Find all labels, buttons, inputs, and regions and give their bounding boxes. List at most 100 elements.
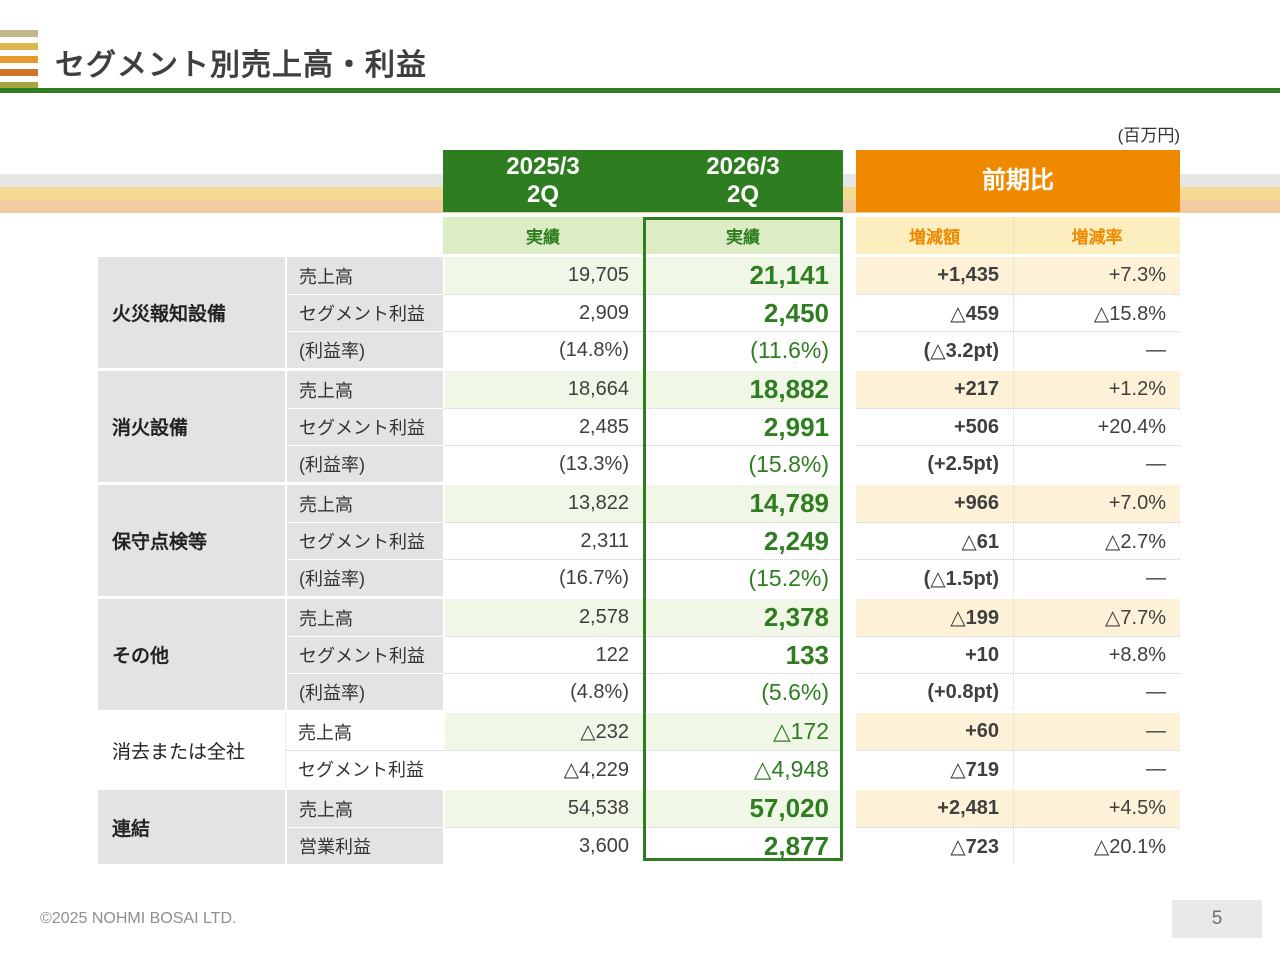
metric-label: 売上高 [285, 485, 443, 522]
metric-label: セグメント利益 [285, 636, 443, 673]
change-amount-value: (+2.5pt) [856, 445, 1013, 482]
current-period-value: 2,378 [643, 599, 843, 636]
metric-label: 売上高 [285, 599, 443, 636]
subheader-prev-actual: 実績 [443, 217, 643, 254]
change-rate-value: +4.5% [1013, 790, 1180, 827]
change-amount-value: +2,481 [856, 790, 1013, 827]
metric-label: 売上高 [285, 713, 443, 750]
change-amount-value: △719 [856, 750, 1013, 787]
segment-group: 連結 売上高 54,538 57,020 +2,481 +4.5% 営業利益 3,600 2,8… [98, 790, 1180, 864]
page-number: 5 [1172, 900, 1262, 938]
change-amount-value: (△1.5pt) [856, 559, 1013, 596]
change-rate-value: — [1013, 713, 1180, 750]
change-amount-value: △199 [856, 599, 1013, 636]
prev-period-value: 2,311 [443, 522, 643, 559]
copyright-text: ©2025 NOHMI BOSAI LTD. [40, 910, 237, 927]
segment-table: 2025/3 2Q 2026/3 2Q 前期比 実績 実績 増減額 増減率 火災… [98, 150, 1180, 867]
current-period-value: 57,020 [643, 790, 843, 827]
prev-period-value: △4,229 [443, 750, 643, 787]
prev-period-value: 2,485 [443, 408, 643, 445]
logo-stripe-bar [0, 43, 38, 50]
change-rate-value: △15.8% [1013, 294, 1180, 331]
prev-period-value: 54,538 [443, 790, 643, 827]
current-period-value: 21,141 [643, 257, 843, 294]
metric-label: (利益率) [285, 673, 443, 710]
segment-name: その他 [98, 599, 285, 710]
segment-group: 火災報知設備 売上高 19,705 21,141 +1,435 +7.3% セグメント利益 2… [98, 257, 1180, 368]
current-period-value: (11.6%) [643, 331, 843, 368]
current-period-value: (15.2%) [643, 559, 843, 596]
change-rate-value: — [1013, 331, 1180, 368]
change-amount-value: +60 [856, 713, 1013, 750]
current-period-quarter: 2Q [726, 181, 759, 208]
metric-label: 売上高 [285, 257, 443, 294]
metric-label: 売上高 [285, 790, 443, 827]
prev-period-value: (14.8%) [443, 331, 643, 368]
change-amount-value: +10 [856, 636, 1013, 673]
change-rate-value: — [1013, 445, 1180, 482]
logo-stripe-bar [0, 30, 38, 37]
metric-label: (利益率) [285, 445, 443, 482]
change-rate-value: +20.4% [1013, 408, 1180, 445]
subheader-change-rate: 増減率 [1013, 217, 1180, 254]
change-amount-value: △61 [856, 522, 1013, 559]
segment-name: 連結 [98, 790, 285, 864]
current-period-value: 2,249 [643, 522, 843, 559]
change-rate-value: — [1013, 750, 1180, 787]
segment-group: その他 売上高 2,578 2,378 △199 △7.7% セグメント利益 122 133 +1… [98, 599, 1180, 710]
segment-name: 消去または全社 [98, 713, 285, 787]
prev-period-value: 18,664 [443, 371, 643, 408]
change-amount-value: +506 [856, 408, 1013, 445]
change-rate-value: — [1013, 673, 1180, 710]
column-header-current-period: 2026/3 2Q [643, 150, 843, 212]
change-amount-value: △723 [856, 827, 1013, 864]
metric-label: (利益率) [285, 331, 443, 368]
logo-stripe-bar [0, 56, 38, 63]
segment-group: 消去または全社 売上高 △232 △172 +60— セグメント利益 △4,229 △4,94… [98, 713, 1180, 787]
current-period-year: 2026/3 [706, 153, 780, 180]
change-amount-value: (+0.8pt) [856, 673, 1013, 710]
metric-label: 営業利益 [285, 827, 443, 864]
change-rate-value: △2.7% [1013, 522, 1180, 559]
prev-period-value: 2,578 [443, 599, 643, 636]
prev-period-quarter: 2Q [526, 181, 559, 208]
subheader-current-actual: 実績 [643, 217, 843, 254]
metric-label: セグメント利益 [285, 750, 443, 787]
change-amount-value: △459 [856, 294, 1013, 331]
title-divider [0, 88, 1280, 93]
prev-period-value: 122 [443, 636, 643, 673]
change-rate-value: +1.2% [1013, 371, 1180, 408]
change-amount-value: +1,435 [856, 257, 1013, 294]
current-period-value: 18,882 [643, 371, 843, 408]
prev-period-value: (16.7%) [443, 559, 643, 596]
change-rate-value: +7.0% [1013, 485, 1180, 522]
table-body: 火災報知設備 売上高 19,705 21,141 +1,435 +7.3% セグメント利益 2… [98, 257, 1180, 864]
segment-name: 保守点検等 [98, 485, 285, 596]
metric-label: セグメント利益 [285, 408, 443, 445]
prev-period-value: 2,909 [443, 294, 643, 331]
prev-period-value: 13,822 [443, 485, 643, 522]
metric-label: (利益率) [285, 559, 443, 596]
current-period-value: 133 [643, 636, 843, 673]
change-rate-value: +7.3% [1013, 257, 1180, 294]
current-period-value: 2,450 [643, 294, 843, 331]
prev-period-value: △232 [443, 713, 643, 750]
change-rate-value: +8.8% [1013, 636, 1180, 673]
metric-label: セグメント利益 [285, 522, 443, 559]
unit-label: (百万円) [1117, 126, 1180, 145]
column-header-yoy: 前期比 [856, 150, 1180, 212]
prev-period-value: 3,600 [443, 827, 643, 864]
subheader-change-amount: 増減額 [856, 217, 1013, 254]
prev-period-value: (4.8%) [443, 673, 643, 710]
change-amount-value: +966 [856, 485, 1013, 522]
segment-name: 消火設備 [98, 371, 285, 482]
current-period-value: 14,789 [643, 485, 843, 522]
change-rate-value: — [1013, 559, 1180, 596]
metric-label: セグメント利益 [285, 294, 443, 331]
current-period-value: 2,991 [643, 408, 843, 445]
segment-group: 保守点検等 売上高 13,822 14,789 +966 +7.0% セグメント利益 2,31… [98, 485, 1180, 596]
logo-stripe-bar [0, 69, 38, 76]
logo-stripes [0, 30, 38, 95]
current-period-value: (15.8%) [643, 445, 843, 482]
current-period-value: △172 [643, 713, 843, 750]
